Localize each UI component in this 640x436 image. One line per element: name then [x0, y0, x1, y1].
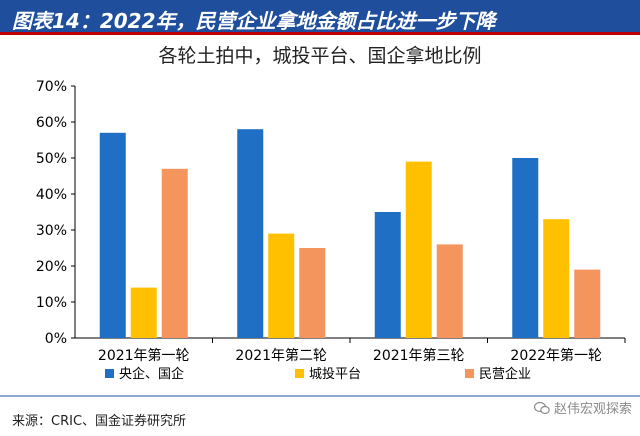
- y-tick-label: 30%: [36, 223, 67, 239]
- y-tick-label: 0%: [45, 331, 67, 347]
- y-tick-label: 60%: [36, 115, 67, 131]
- y-tick-label: 70%: [36, 79, 67, 95]
- bar: [161, 168, 188, 338]
- bar: [405, 161, 432, 338]
- source-note: 来源：CRIC、国金证券研究所: [12, 414, 187, 429]
- bar: [436, 244, 463, 338]
- bar: [512, 158, 539, 338]
- legend-label: 央企、国企: [119, 366, 184, 382]
- x-tick-label: 2022年第一轮: [510, 347, 602, 364]
- legend-swatch: [105, 369, 114, 378]
- x-tick-label: 2021年第三轮: [373, 347, 465, 364]
- legend-swatch: [465, 369, 474, 378]
- legend-swatch: [295, 369, 304, 378]
- bar: [574, 269, 601, 338]
- bar: [543, 219, 570, 338]
- y-tick-label: 50%: [36, 151, 67, 167]
- bar: [299, 248, 326, 338]
- x-tick-label: 2021年第二轮: [235, 347, 327, 364]
- y-tick-label: 40%: [36, 187, 67, 203]
- figure-title: 图表14：2022年，民营企业拿地金额占比进一步下降: [12, 9, 496, 33]
- x-tick-label: 2021年第一轮: [98, 347, 190, 364]
- bar: [99, 132, 126, 338]
- y-tick-label: 10%: [36, 295, 67, 311]
- bar: [130, 287, 157, 338]
- bar: [268, 233, 295, 338]
- watermark: 赵伟宏观探索: [533, 398, 632, 417]
- y-tick-label: 20%: [36, 259, 67, 275]
- wechat-icon: [533, 401, 550, 414]
- bar: [237, 129, 264, 338]
- legend-label: 民营企业: [479, 366, 531, 382]
- figure-header: 图表14：2022年，民营企业拿地金额占比进一步下降: [0, 0, 640, 35]
- chart-title: 各轮土拍中，城投平台、国企拿地比例: [158, 45, 482, 67]
- bar: [374, 212, 401, 338]
- legend-label: 城投平台: [309, 366, 361, 382]
- watermark-text: 赵伟宏观探索: [553, 402, 632, 417]
